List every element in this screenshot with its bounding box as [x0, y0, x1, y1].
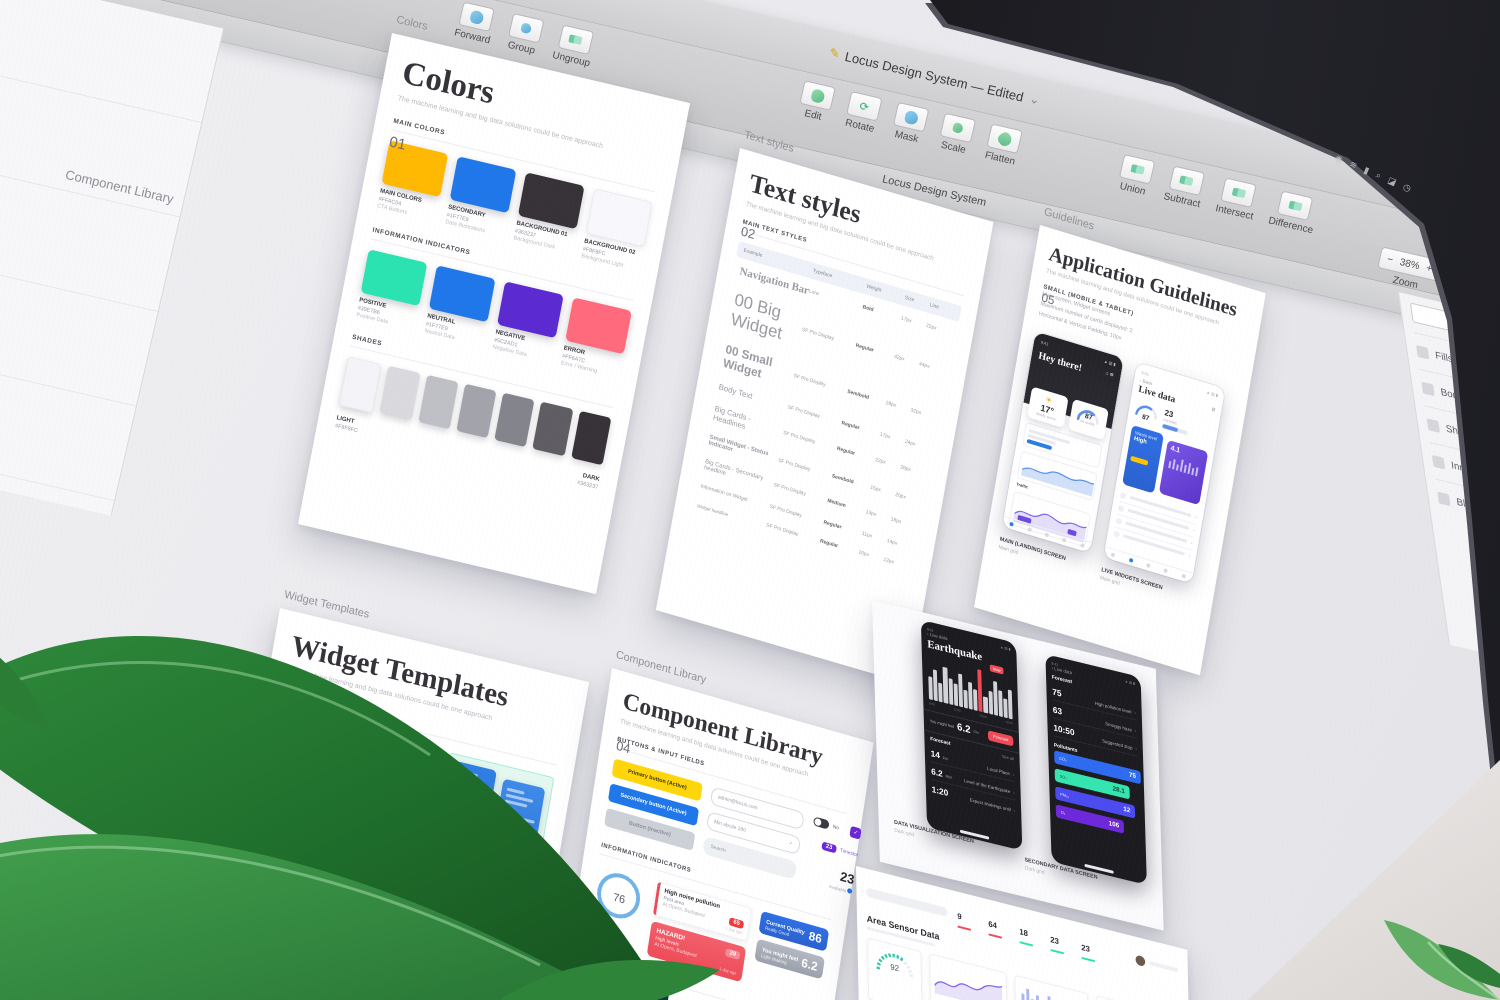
edit-button[interactable]: Edit — [796, 80, 836, 124]
intersect-button[interactable]: Intersect — [1214, 177, 1260, 222]
ungroup-icon — [568, 34, 584, 46]
swatch-negative: NEGATIVE #5C2AD1 Negative Data — [492, 281, 564, 363]
bar — [997, 690, 1003, 718]
phone-data-visualization: 9:41 ▲ ▥ ▮ ‹ Live data Earthquake Now 9:0… — [920, 619, 1023, 851]
toggle-mock — [812, 816, 830, 830]
artboard-component-library[interactable]: Component Library Component Library The … — [534, 649, 874, 1000]
waste-level-card: Waste level High — [1122, 424, 1164, 494]
zoom-level: 38% — [1398, 256, 1421, 272]
bar — [977, 669, 983, 713]
avatar — [1135, 954, 1146, 968]
edit-icon — [809, 87, 826, 104]
swatch-main: MAIN COLORS #FFAC04 CTA Buttons — [376, 140, 449, 224]
bar — [942, 666, 948, 704]
scale-button[interactable]: Scale — [936, 112, 977, 157]
main-color-swatches: MAIN COLORS #FFAC04 CTA Buttons SECONDARY #… — [376, 140, 653, 273]
artboard-guidelines[interactable]: Guidelines Application Guidelines The ma… — [974, 206, 1266, 676]
bar — [973, 688, 978, 711]
dashboard-search — [866, 886, 948, 917]
borders-icon — [1421, 381, 1435, 397]
text-styles-page-number: 02 — [739, 223, 757, 243]
swatch-error: ERROR #FF6A7C Error / Warning — [560, 297, 632, 379]
phone-main-landing: 9:41 ▲ ▥ ▮ Hey there! ⌂ ⊙ ☀ 17° Mostly su… — [1002, 331, 1124, 553]
bar-chart-card — [1014, 974, 1090, 1000]
flatten-icon — [995, 129, 1014, 148]
union-icon — [1129, 163, 1145, 175]
difference-button[interactable]: Difference — [1267, 189, 1320, 236]
gauge-card: 92 — [867, 937, 923, 1000]
battery-icon: ▮ — [1362, 164, 1371, 176]
mask-button[interactable]: Mask — [890, 101, 930, 146]
plant-leaf-bottom-right — [1384, 920, 1500, 1000]
rotate-button[interactable]: ⟳ Rotate — [843, 91, 883, 135]
checkbox-mock: ✓ — [849, 825, 862, 840]
flatten-button[interactable]: Flatten — [983, 123, 1023, 167]
spotlight-icon: ⌕ — [1374, 169, 1383, 181]
bar — [968, 681, 973, 710]
group-icon — [519, 22, 532, 35]
layers-panel: Component Library — [0, 0, 225, 516]
forward-icon — [469, 9, 485, 25]
ungroup-button[interactable]: Ungroup — [551, 24, 597, 70]
bar — [1003, 697, 1008, 719]
guideline-phone-mockups: 9:41 ▲ ▥ ▮ Hey there! ⌂ ⊙ ☀ 17° Mostly su… — [1002, 331, 1235, 586]
bar — [948, 677, 953, 705]
phone-secondary-data: 9:41 ▲ ▥ ▮ ‹ Live data Forecast 75 High po… — [1045, 653, 1147, 885]
forecast-button-mock: Forecast — [988, 729, 1014, 746]
swatch-secondary: SECONDARY #1F77E9 Data illustrations — [444, 156, 517, 240]
mask-icon — [903, 109, 919, 125]
zoom-out-button[interactable]: − — [1386, 253, 1395, 266]
line-chart-card — [929, 953, 1008, 1000]
union-button[interactable]: Union — [1116, 154, 1156, 198]
indicator-color-swatches: POSITIVE #39E7B6 Positive Data NEUTRAL #1F7… — [356, 249, 632, 380]
progress-ring: 76 — [587, 864, 648, 952]
forward-button[interactable]: Forward — [453, 1, 497, 46]
bar — [992, 680, 998, 716]
bar — [983, 696, 988, 714]
subtract-icon — [1179, 175, 1194, 187]
blue-area-chart — [1016, 450, 1098, 501]
blurs-icon — [1437, 491, 1451, 507]
arc-gauge — [1077, 409, 1099, 425]
shadows-icon — [1426, 418, 1440, 433]
bar — [928, 676, 934, 701]
live-gauge: 87 — [1134, 400, 1160, 425]
scale-icon — [951, 121, 964, 134]
swatch-neutral: NEUTRAL #1F77E9 Neutral Data — [424, 265, 496, 347]
swatch-positive: POSITIVE #39E7B6 Positive Data — [356, 249, 428, 331]
inner-shadows-icon — [1431, 454, 1446, 470]
artboard-colors[interactable]: Colors Colors The machine learning and b… — [298, 14, 691, 595]
subtract-button[interactable]: Subtract — [1162, 165, 1207, 210]
fills-icon — [1416, 345, 1430, 360]
quality-stack: Current Quality Really Good 86 You might … — [751, 910, 830, 1000]
shade-light-label: LIGHT #F8F8FC — [334, 415, 359, 435]
intersect-icon — [1231, 187, 1247, 199]
title-caret-icon[interactable]: ⌄ — [1027, 90, 1042, 108]
rotate-icon: ⟳ — [846, 91, 883, 122]
phone-live-widgets: 9:41 ▲ ▥ ▮ ‹ Back Live data ⊡ 87 23 minut… — [1103, 361, 1226, 584]
bar — [963, 690, 968, 709]
gauge-card: 87 Air quality — [1067, 398, 1109, 440]
bar — [988, 690, 993, 715]
artboard-dashboard[interactable]: 9 64 18 23 23 Area Sensor Data 92 — [856, 866, 1192, 1000]
colors-page-number: 01 — [387, 133, 408, 154]
document-icon: ✎ — [828, 45, 842, 62]
bar — [1007, 689, 1013, 720]
bar — [938, 682, 943, 703]
available-count: 23 available — [828, 868, 856, 895]
wifi-icon: ≋ — [1348, 158, 1359, 171]
bar — [957, 673, 963, 708]
bar — [933, 669, 939, 702]
swatch-background-02: BACKGROUND 02 #F8F8FC Background Light — [581, 188, 653, 272]
misc-column: No ✓ 23 Timeslot 23 available — [803, 815, 862, 903]
difference-icon — [1288, 200, 1303, 212]
plant-leaves-bottom-left — [0, 636, 720, 1000]
purple-area-chart — [1008, 490, 1091, 548]
group-button[interactable]: Group — [504, 12, 545, 57]
purple-metric-card: 4.1 — [1158, 439, 1209, 505]
shade-dark-label: DARK #363237 — [576, 473, 601, 491]
swatch-background-01: BACKGROUND 01 #363237 Background Dark — [513, 172, 585, 256]
bar — [953, 683, 958, 707]
